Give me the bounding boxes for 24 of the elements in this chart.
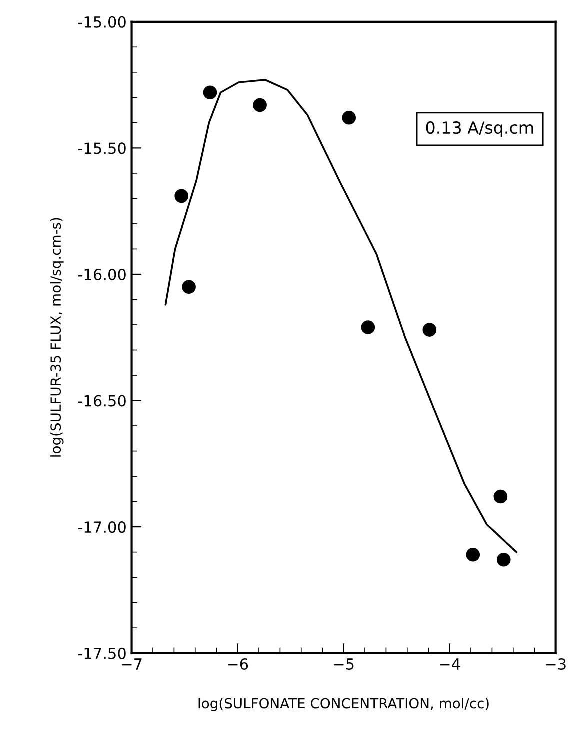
y-axis-title: log(SULFUR-35 FLUX, mol/sq.cm-s): [50, 218, 64, 457]
point: [203, 86, 218, 100]
point: [466, 548, 480, 562]
point: [342, 110, 356, 125]
y-tick-label: -15.50: [78, 142, 126, 154]
annotation: 0.13 A/sq.cm: [426, 121, 534, 138]
point: [422, 323, 437, 337]
point: [494, 490, 508, 504]
point: [361, 320, 376, 334]
x-tick-label: −3: [546, 658, 566, 670]
y-tick-label: -16.00: [78, 268, 126, 280]
x-tick-label: −5: [334, 658, 354, 670]
y-tick-label: -17.50: [78, 648, 126, 660]
point: [174, 189, 189, 204]
x-axis-title: log(SULFONATE CONCENTRATION, mol/cc): [198, 698, 489, 712]
x-tick-label: −7: [122, 658, 142, 670]
x-tick-label: −4: [440, 658, 460, 670]
x-tick-label: −6: [228, 658, 248, 670]
y-tick-label: -16.50: [78, 395, 126, 407]
y-tick-label: -17.00: [78, 522, 126, 534]
y-tick-label: -15.00: [78, 16, 126, 28]
point: [496, 552, 511, 567]
point: [253, 98, 267, 112]
point: [182, 280, 196, 294]
